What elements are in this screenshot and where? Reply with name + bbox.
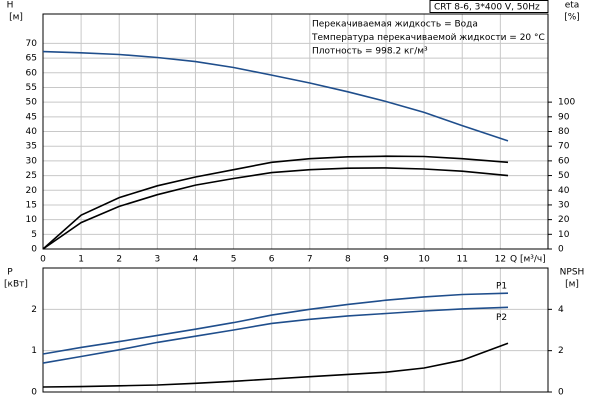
y2-tick-label: 4 bbox=[558, 305, 564, 315]
title-box bbox=[429, 0, 549, 13]
series-line bbox=[42, 155, 509, 250]
y2-tick-label: 60 bbox=[558, 156, 570, 166]
y2-tick-label: 20 bbox=[558, 215, 570, 225]
y-tick-label: 0 bbox=[31, 245, 37, 255]
y2-tick-label: 0 bbox=[558, 245, 564, 255]
annotation: Перекачиваемая жидкость = Вода bbox=[312, 20, 478, 30]
y2-tick-label: 50 bbox=[558, 171, 570, 181]
chart-title: CRT 8-6, 3*400 V, 50Hz bbox=[434, 3, 540, 13]
y-tick-label: 30 bbox=[26, 156, 38, 166]
y-tick-label: 25 bbox=[26, 171, 37, 181]
x-tick-label: 0 bbox=[40, 255, 46, 265]
y-tick-label: 45 bbox=[26, 112, 37, 122]
y-tick-label: 60 bbox=[26, 68, 38, 78]
series-line bbox=[42, 306, 509, 364]
y-tick-label: 55 bbox=[26, 83, 37, 93]
x-tick-label: 5 bbox=[231, 255, 237, 265]
y2-axis-label: NPSH bbox=[560, 268, 585, 278]
y2-tick-label: 90 bbox=[558, 112, 570, 122]
y-tick-label: 0 bbox=[31, 388, 37, 398]
x-tick-label: 9 bbox=[383, 255, 389, 265]
x-tick-label: 7 bbox=[307, 255, 313, 265]
y-tick-label: 15 bbox=[26, 200, 37, 210]
y2-axis-label: [%] bbox=[564, 13, 580, 23]
series-label: P2 bbox=[496, 313, 507, 323]
y2-axis-label: eta bbox=[565, 1, 580, 11]
y2-tick-label: 30 bbox=[558, 200, 570, 210]
y-axis-label: [м] bbox=[9, 13, 23, 23]
x-tick-label: 12 bbox=[495, 255, 506, 265]
x-tick-label: 3 bbox=[154, 255, 160, 265]
y-tick-label: 20 bbox=[26, 186, 38, 196]
x-tick-label: 1 bbox=[78, 255, 84, 265]
y-tick-label: 35 bbox=[26, 142, 37, 152]
series-label: P1 bbox=[496, 282, 507, 292]
x-tick-label: 6 bbox=[269, 255, 275, 265]
y2-tick-label: 40 bbox=[558, 186, 570, 196]
annotation: Плотность = 998.2 кг/м³ bbox=[312, 47, 428, 57]
y-tick-label: 40 bbox=[26, 127, 38, 137]
y-tick-label: 50 bbox=[26, 98, 38, 108]
plot-frame bbox=[42, 13, 549, 250]
y-axis-label: [кВт] bbox=[4, 280, 28, 290]
y-tick-label: 2 bbox=[31, 305, 37, 315]
y2-tick-label: 100 bbox=[558, 98, 575, 108]
plot-frame bbox=[42, 267, 549, 393]
y2-tick-label: 80 bbox=[558, 127, 570, 137]
y2-tick-label: 70 bbox=[558, 142, 570, 152]
y-tick-label: 5 bbox=[31, 230, 37, 240]
x-tick-label: 11 bbox=[457, 255, 468, 265]
y-axis-label: H bbox=[7, 1, 14, 11]
x-tick-label: 8 bbox=[345, 255, 351, 265]
x-tick-label: 2 bbox=[116, 255, 122, 265]
y2-axis-label: [м] bbox=[565, 280, 579, 290]
x-tick-label: 10 bbox=[418, 255, 430, 265]
y-tick-label: 1 bbox=[31, 346, 37, 356]
y-tick-label: 65 bbox=[26, 54, 37, 64]
series-line bbox=[42, 292, 509, 355]
series-line bbox=[42, 167, 509, 250]
y2-tick-label: 10 bbox=[558, 230, 570, 240]
y-tick-label: 70 bbox=[26, 39, 38, 49]
series-line bbox=[42, 342, 509, 388]
y-axis-label: P bbox=[7, 268, 13, 278]
annotation: Температура перекачиваемой жидкости = 20… bbox=[311, 33, 545, 43]
x-axis-label: Q [м³/ч] bbox=[510, 255, 546, 265]
y-tick-label: 10 bbox=[26, 215, 38, 225]
x-tick-label: 4 bbox=[193, 255, 199, 265]
series-line bbox=[42, 50, 509, 142]
y2-tick-label: 2 bbox=[558, 346, 564, 356]
y2-tick-label: 0 bbox=[558, 388, 564, 398]
